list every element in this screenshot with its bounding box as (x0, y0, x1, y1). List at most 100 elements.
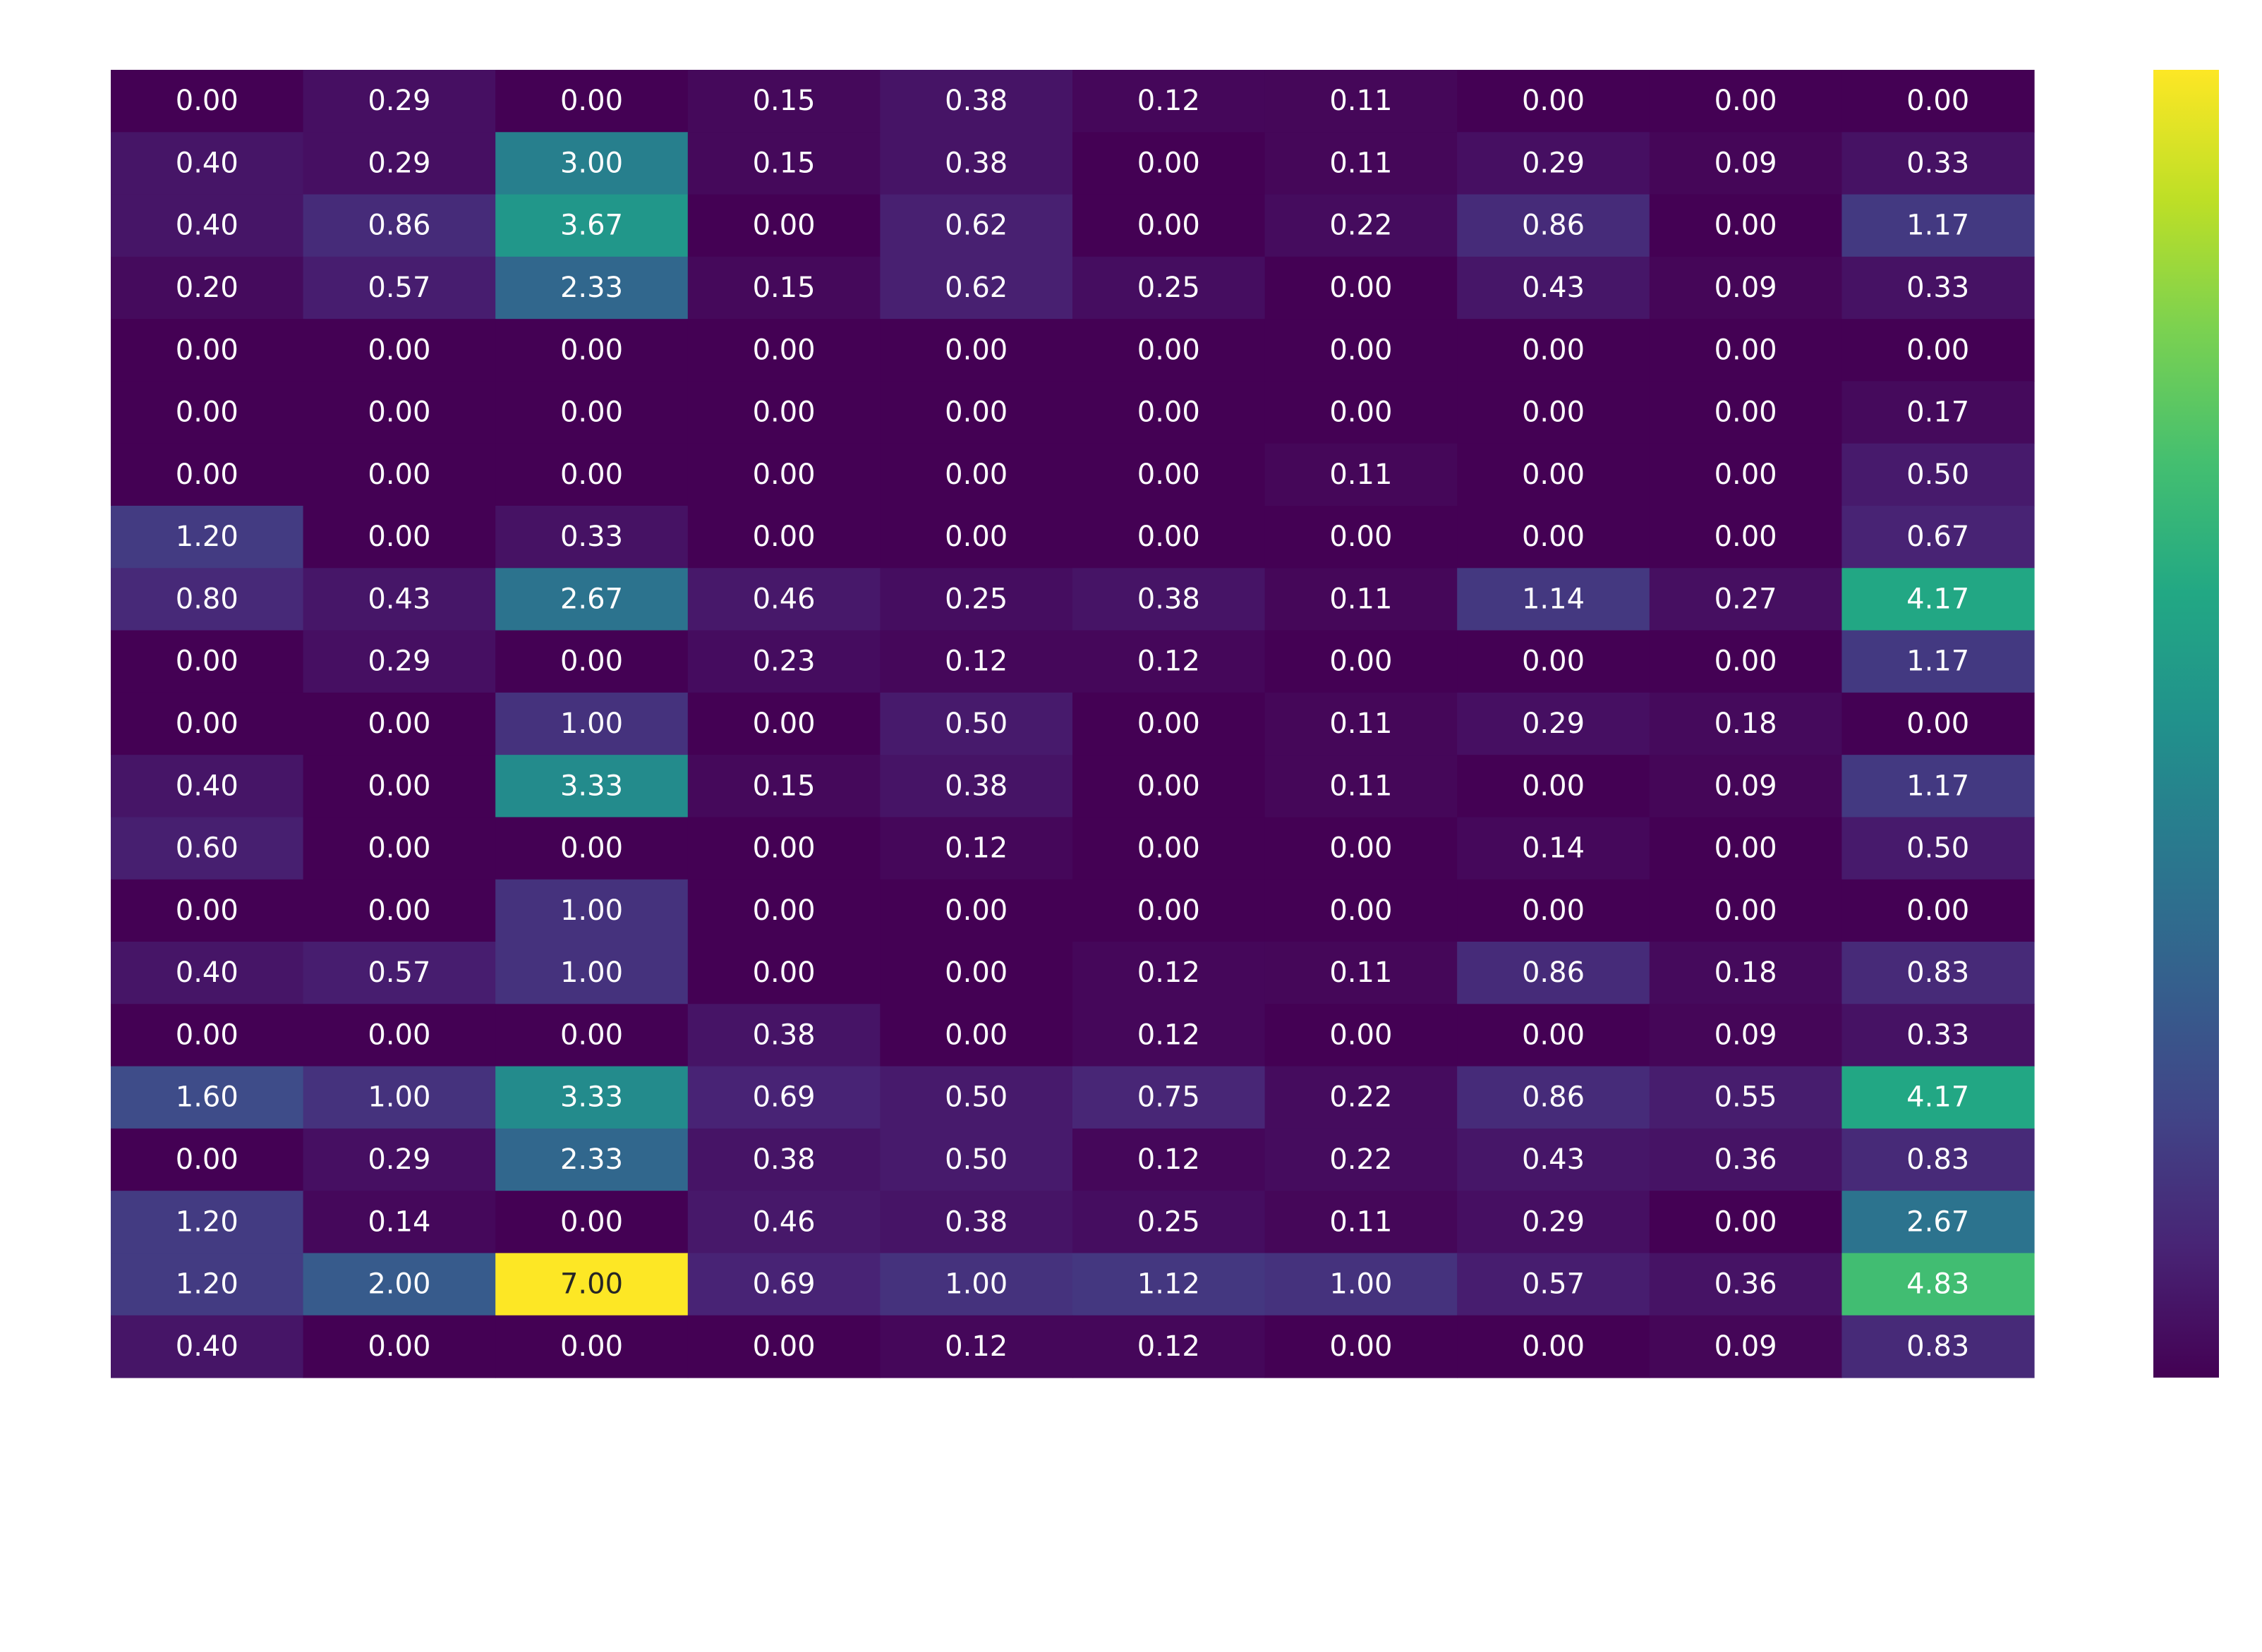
heatmap-cell-label-r0-c0: 0.00 (176, 85, 238, 117)
heatmap-cell-label-r15-c6: 0.00 (1329, 1019, 1392, 1051)
heatmap-cell-r17-c8 (1649, 1128, 1842, 1191)
heatmap-cell-label-r8-c6: 0.11 (1329, 583, 1392, 615)
heatmap-cell-r14-c1 (303, 942, 496, 1004)
heatmap-cell-r20-c7 (1457, 1315, 1650, 1378)
heatmap-cell-label-r16-c3: 0.69 (753, 1081, 816, 1114)
heatmap-cell-label-r4-c9: 0.00 (1906, 334, 1969, 366)
heatmap-cell-label-r8-c3: 0.46 (753, 583, 816, 615)
heatmap-cell-r15-c2 (495, 1004, 689, 1067)
heatmap-cell-label-r10-c4: 0.50 (945, 707, 1008, 740)
heatmap-cell-label-r3-c6: 0.00 (1329, 272, 1392, 304)
heatmap-cell-r15-c3 (687, 1004, 881, 1067)
heatmap-cell-r12-c9 (1841, 817, 2035, 880)
heatmap-cell-label-r20-c5: 0.12 (1137, 1330, 1200, 1363)
heatmap-cell-r7-c7 (1457, 506, 1650, 569)
heatmap-cell-label-r7-c2: 0.33 (560, 521, 623, 553)
heatmap-cell-r11-c7 (1457, 755, 1650, 818)
heatmap-cell-r7-c6 (1264, 506, 1458, 569)
heatmap-cell-label-r1-c0: 0.40 (176, 147, 238, 179)
heatmap-cell-r18-c1 (303, 1191, 496, 1254)
heatmap-cell-label-r9-c3: 0.23 (753, 645, 816, 678)
heatmap-cell-r11-c3 (687, 755, 881, 818)
heatmap-cell-r9-c0 (111, 630, 304, 693)
heatmap-cell-label-r17-c5: 0.12 (1137, 1143, 1200, 1176)
heatmap-cell-label-r14-c1: 0.57 (368, 956, 430, 989)
heatmap-cell-label-r6-c4: 0.00 (945, 458, 1008, 491)
heatmap-cell-label-r10-c7: 0.29 (1522, 707, 1585, 740)
heatmap-cell-label-r2-c8: 0.00 (1714, 209, 1777, 242)
heatmap-cell-label-r6-c5: 0.00 (1137, 458, 1200, 491)
heatmap-cell-r9-c8 (1649, 630, 1842, 693)
heatmap-cell-r6-c4 (880, 443, 1073, 506)
heatmap-cell-r17-c6 (1264, 1128, 1458, 1191)
heatmap-cell-label-r20-c3: 0.00 (753, 1330, 816, 1363)
heatmap-cell-label-r10-c6: 0.11 (1329, 707, 1392, 740)
heatmap-cell-r14-c6 (1264, 942, 1458, 1004)
heatmap-cell-r19-c6 (1264, 1253, 1458, 1316)
heatmap-cell-r2-c8 (1649, 194, 1842, 257)
heatmap-cell-r14-c3 (687, 942, 881, 1004)
heatmap-cell-label-r15-c3: 0.38 (753, 1019, 816, 1051)
heatmap-cell-r4-c4 (880, 319, 1073, 382)
heatmap-cell-label-r3-c3: 0.15 (753, 272, 816, 304)
heatmap-cell-label-r20-c4: 0.12 (945, 1330, 1008, 1363)
heatmap-cell-label-r12-c6: 0.00 (1329, 832, 1392, 865)
heatmap-cell-label-r3-c8: 0.09 (1714, 272, 1777, 304)
heatmap-cell-r1-c2 (495, 132, 689, 195)
heatmap-cell-label-r0-c7: 0.00 (1522, 85, 1585, 117)
heatmap-cell-r1-c9 (1841, 132, 2035, 195)
heatmap-cell-r13-c7 (1457, 879, 1650, 942)
heatmap-cell-label-r13-c9: 0.00 (1906, 894, 1969, 927)
heatmap-cell-r19-c5 (1072, 1253, 1266, 1316)
heatmap-cell-label-r1-c8: 0.09 (1714, 147, 1777, 179)
heatmap-cell-label-r3-c5: 0.25 (1137, 272, 1200, 304)
heatmap-cell-r5-c3 (687, 381, 881, 444)
heatmap-cell-r17-c1 (303, 1128, 496, 1191)
heatmap-cell-label-r19-c2: 7.00 (560, 1268, 623, 1301)
heatmap-cell-r13-c4 (880, 879, 1073, 942)
heatmap-cell-r13-c0 (111, 879, 304, 942)
heatmap-cell-r4-c9 (1841, 319, 2035, 382)
heatmap-cell-label-r3-c0: 0.20 (176, 272, 238, 304)
heatmap-cell-r19-c0 (111, 1253, 304, 1316)
heatmap-cell-r15-c4 (880, 1004, 1073, 1067)
heatmap-cell-label-r13-c3: 0.00 (753, 894, 816, 927)
heatmap-cell-label-r15-c9: 0.33 (1906, 1019, 1969, 1051)
heatmap-cell-r14-c5 (1072, 942, 1266, 1004)
heatmap-cell-r2-c3 (687, 194, 881, 257)
heatmap-cell-r18-c8 (1649, 1191, 1842, 1254)
heatmap-cell-r19-c4 (880, 1253, 1073, 1316)
heatmap-cell-label-r5-c0: 0.00 (176, 396, 238, 429)
heatmap-cell-r11-c6 (1264, 755, 1458, 818)
heatmap-cell-r1-c6 (1264, 132, 1458, 195)
heatmap-cell-label-r16-c5: 0.75 (1137, 1081, 1200, 1114)
heatmap-cell-r16-c7 (1457, 1066, 1650, 1129)
heatmap-cell-label-r10-c5: 0.00 (1137, 707, 1200, 740)
heatmap-cell-r10-c3 (687, 692, 881, 755)
heatmap-cell-label-r19-c9: 4.83 (1906, 1268, 1969, 1301)
heatmap-cell-label-r10-c1: 0.00 (368, 707, 430, 740)
heatmap-cell-r0-c3 (687, 70, 881, 133)
heatmap-cell-label-r19-c3: 0.69 (753, 1268, 816, 1301)
heatmap-cell-label-r6-c2: 0.00 (560, 458, 623, 491)
heatmap-cell-r5-c9 (1841, 381, 2035, 444)
heatmap-cell-r15-c5 (1072, 1004, 1266, 1067)
heatmap-cell-label-r5-c8: 0.00 (1714, 396, 1777, 429)
heatmap-cell-label-r2-c0: 0.40 (176, 209, 238, 242)
heatmap-cell-r5-c6 (1264, 381, 1458, 444)
heatmap-cell-r13-c8 (1649, 879, 1842, 942)
heatmap-cell-label-r4-c6: 0.00 (1329, 334, 1392, 366)
heatmap-cell-label-r11-c3: 0.15 (753, 770, 816, 802)
heatmap-cell-r18-c7 (1457, 1191, 1650, 1254)
heatmap-cell-r12-c3 (687, 817, 881, 880)
heatmap-cell-r8-c3 (687, 568, 881, 631)
heatmap-cell-r8-c4 (880, 568, 1073, 631)
heatmap-cell-r11-c8 (1649, 755, 1842, 818)
heatmap-cell-r12-c7 (1457, 817, 1650, 880)
heatmap-cell-r1-c4 (880, 132, 1073, 195)
heatmap-cell-r2-c0 (111, 194, 304, 257)
heatmap-cell-r16-c1 (303, 1066, 496, 1129)
heatmap-cell-label-r8-c8: 0.27 (1714, 583, 1777, 615)
heatmap-cell-label-r12-c3: 0.00 (753, 832, 816, 865)
heatmap-cell-label-r6-c6: 0.11 (1329, 458, 1392, 491)
